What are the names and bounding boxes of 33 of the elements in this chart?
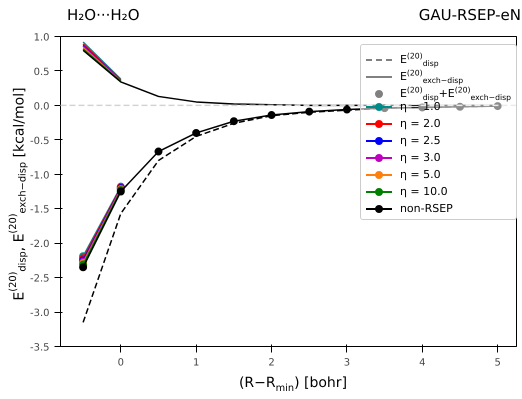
legend-label: η = 5.0 bbox=[400, 168, 441, 181]
x-tick-label: 3 bbox=[344, 358, 350, 368]
legend-label: η = 10.0 bbox=[400, 185, 448, 198]
y-tick-label: -0.5 bbox=[30, 136, 50, 147]
x-tick-label: 4 bbox=[419, 358, 426, 368]
point bbox=[342, 106, 351, 114]
point bbox=[230, 117, 238, 126]
y-tick-label: -1.5 bbox=[30, 204, 50, 216]
point bbox=[268, 111, 276, 120]
legend-label: η = 3.0 bbox=[400, 151, 441, 164]
y-tick-label: -3.5 bbox=[30, 342, 50, 354]
point bbox=[154, 148, 162, 156]
x-tick-label: 5 bbox=[494, 358, 501, 368]
y-tick-label: 0.0 bbox=[34, 101, 50, 112]
y-tick-label: -3.0 bbox=[30, 308, 50, 320]
y-tick-label: -1.0 bbox=[30, 170, 50, 182]
legend-label: non-RSEP bbox=[400, 202, 453, 215]
point bbox=[305, 108, 314, 116]
y-tick-label: 1.0 bbox=[34, 32, 50, 44]
point bbox=[79, 263, 88, 272]
chart-title: H₂O···H₂O bbox=[67, 5, 140, 26]
y-tick-label: -2.0 bbox=[30, 239, 50, 250]
x-axis-title: (R−R$_{min}$) [bohr] bbox=[238, 374, 348, 396]
y-tick-label: -2.5 bbox=[30, 274, 50, 285]
legend-label: η = 2.0 bbox=[400, 117, 441, 130]
legend-label: η = 1.0 bbox=[400, 100, 441, 113]
point bbox=[192, 128, 200, 137]
text: GAU-RSEP-eN bbox=[418, 5, 521, 26]
x-tick-label: 2 bbox=[268, 358, 275, 368]
legend-label: η = 2.5 bbox=[400, 134, 441, 147]
x-tick-label: 0 bbox=[118, 358, 124, 368]
y-tick-label: 0.5 bbox=[34, 66, 50, 78]
x-tick-label: 1 bbox=[192, 358, 200, 368]
